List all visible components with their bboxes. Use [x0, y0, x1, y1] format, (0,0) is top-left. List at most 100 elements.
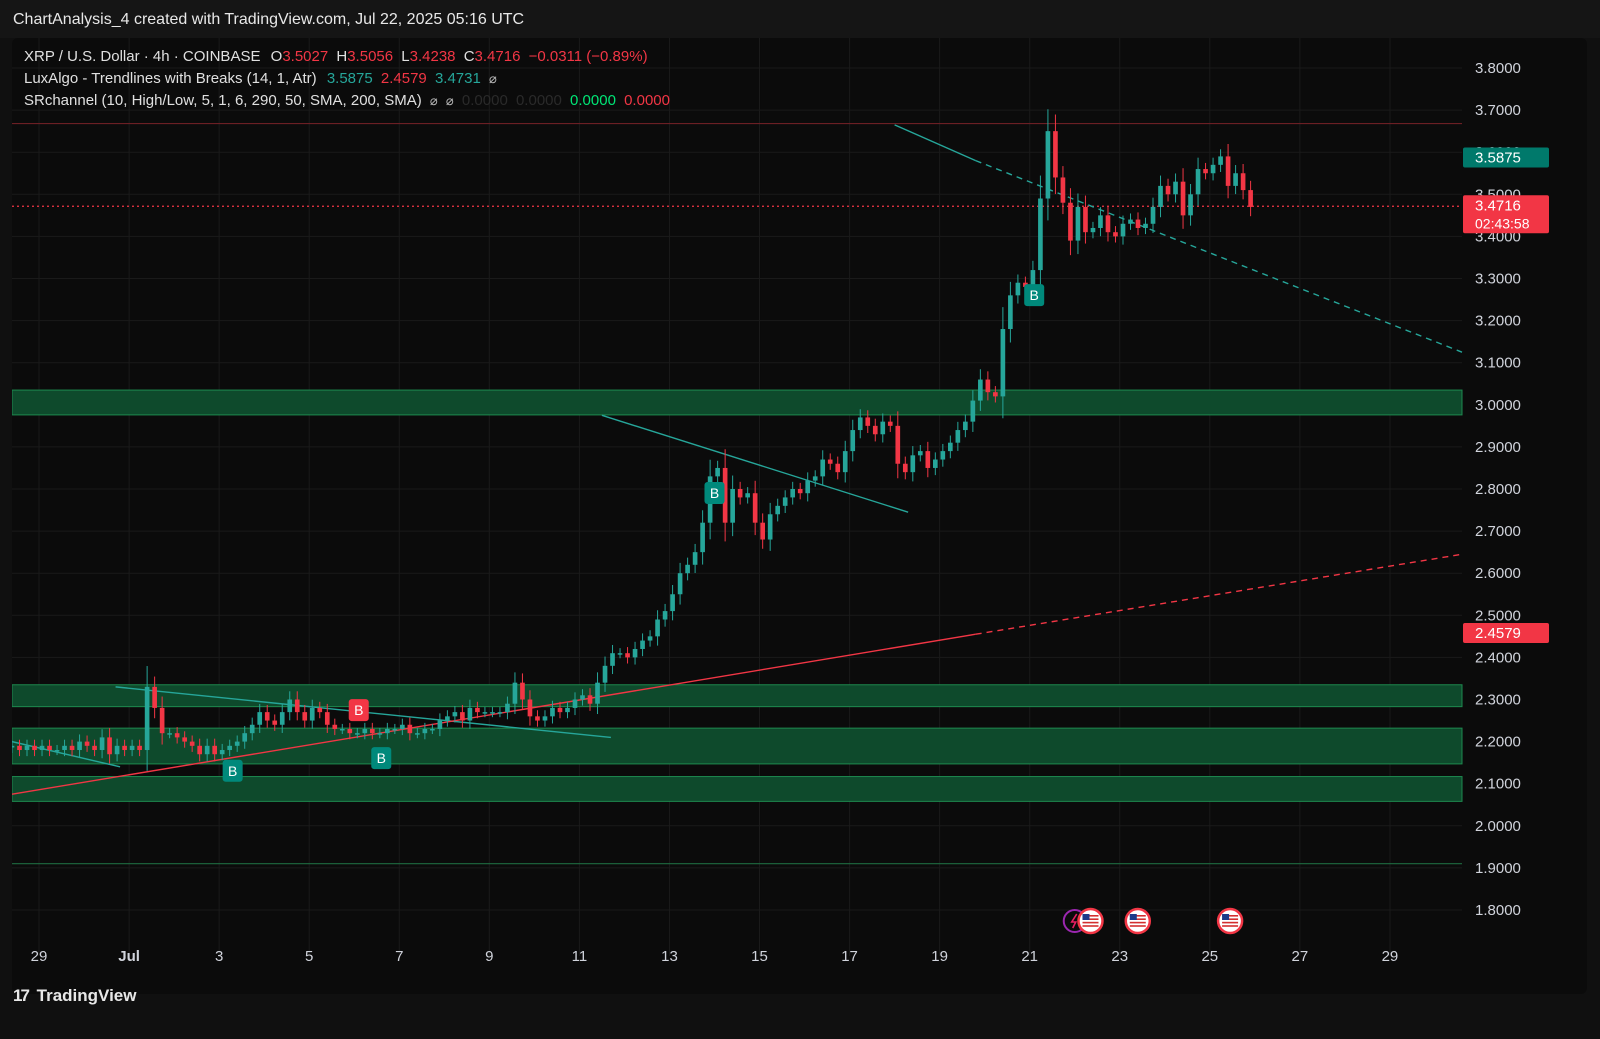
close-value: 3.4716: [474, 48, 521, 65]
symbol-legend-row[interactable]: XRP / U.S. Dollar · 4h · COINBASE O3.502…: [24, 46, 670, 68]
y-tick-label: 3.3000: [1475, 271, 1521, 288]
candle-body: [865, 417, 871, 426]
candle-body: [69, 745, 75, 751]
axis-countdown-text: 02:43:58: [1475, 215, 1530, 231]
candle-body: [362, 728, 368, 734]
candle-body: [392, 728, 398, 731]
us-flag-icon: [1082, 918, 1099, 920]
srchannel-legend-row[interactable]: SRchannel (10, High/Low, 5, 1, 6, 290, 5…: [24, 90, 670, 112]
us-flag-icon: [1222, 918, 1239, 920]
candle-body: [970, 400, 976, 422]
candle-body: [602, 665, 608, 683]
luxalgo-legend-row[interactable]: LuxAlgo - Trendlines with Breaks (14, 1,…: [24, 68, 670, 90]
break-signal-badge: [1024, 284, 1045, 307]
candle-body: [1000, 329, 1006, 397]
candle-body: [505, 703, 510, 713]
candle-body: [1158, 185, 1163, 207]
top-caption-bar: ChartAnalysis_4 created with TradingView…: [0, 0, 1600, 38]
price-chart[interactable]: 3.80003.70003.60003.50003.40003.30003.20…: [12, 38, 1587, 994]
y-tick-label: 2.2000: [1475, 734, 1521, 751]
y-tick-label: 2.0000: [1475, 818, 1521, 835]
candle-body: [99, 737, 105, 751]
candle-body: [212, 745, 218, 755]
candle-body: [1128, 219, 1133, 224]
candle-body: [287, 699, 293, 713]
candle-body: [242, 733, 248, 742]
srchannel-value-2: 0.0000: [515, 92, 562, 109]
y-tick-label: 1.8000: [1475, 902, 1521, 919]
srchannel-value-4: 0.0000: [624, 92, 670, 109]
candle-body: [189, 741, 195, 746]
candle-body: [1015, 282, 1021, 296]
candle-body: [437, 720, 443, 729]
candle-body: [1218, 156, 1223, 165]
y-tick-label: 2.5000: [1475, 607, 1521, 624]
break-signal-label: B: [228, 763, 237, 779]
break-signal-badge: [371, 747, 392, 770]
srchannel-value-3: 0.0000: [570, 92, 616, 109]
candle-body: [159, 707, 165, 734]
trendline: [601, 414, 909, 513]
us-flag-icon: [1129, 925, 1146, 927]
candle-body: [925, 451, 931, 468]
luxalgo-value-1: 3.5875: [326, 70, 373, 87]
y-tick-label: 2.4000: [1475, 649, 1521, 666]
candle-body: [1225, 156, 1231, 186]
candle-body: [940, 451, 946, 460]
candle-body: [985, 379, 991, 393]
candle-body: [182, 737, 187, 742]
open-label: O: [270, 48, 283, 65]
candle-body: [527, 699, 533, 717]
candle-body: [692, 552, 698, 565]
trendline: [12, 633, 976, 795]
candle-body: [993, 392, 998, 397]
x-tick-label: 17: [841, 948, 858, 965]
candle-body: [1188, 194, 1193, 216]
candle-body: [1173, 181, 1178, 195]
candle-body: [1150, 206, 1156, 224]
candle-body: [767, 514, 773, 540]
high-value: 3.5056: [347, 48, 394, 65]
candle-body: [467, 707, 473, 721]
candle-body: [587, 695, 593, 704]
luxalgo-indicator-name: LuxAlgo - Trendlines with Breaks (14, 1,…: [24, 70, 317, 87]
candle-body: [790, 489, 796, 498]
candle-body: [932, 459, 938, 468]
candle-body: [137, 745, 142, 751]
candle-body: [1045, 131, 1051, 199]
candle-body: [775, 505, 781, 515]
sr-zone: [12, 776, 1463, 802]
candle-body: [497, 712, 503, 714]
chart-panel[interactable]: 3.80003.70003.60003.50003.40003.30003.20…: [12, 38, 1587, 994]
sr-zone: [12, 727, 1463, 765]
candle-body: [617, 653, 623, 655]
candle-body: [279, 712, 285, 725]
candle-body: [722, 467, 728, 523]
null-set-icon: ⌀: [429, 93, 438, 108]
candle-body: [39, 745, 45, 751]
tradingview-branding[interactable]: 17 TradingView: [13, 986, 136, 1006]
candle-body: [1053, 131, 1058, 178]
candle-body: [820, 459, 826, 477]
candle-body: [460, 712, 465, 721]
candle-body: [219, 750, 225, 755]
close-label: C: [463, 48, 475, 65]
break-signal-badge: [222, 759, 243, 782]
us-flag-icon: [1129, 914, 1137, 920]
us-flag-icon: [1129, 918, 1146, 920]
break-signal-badge: [348, 699, 369, 722]
candle-body: [745, 493, 750, 498]
candle-body: [377, 733, 383, 735]
candle-body: [167, 733, 172, 735]
y-tick-label: 2.8000: [1475, 481, 1521, 498]
candle-body: [174, 733, 180, 738]
candle-body: [197, 745, 202, 755]
low-value: 3.4238: [409, 48, 456, 65]
candle-body: [1143, 223, 1148, 228]
candle-body: [415, 733, 420, 735]
us-flag-icon: [1222, 915, 1239, 917]
candle-body: [1233, 173, 1238, 186]
candle-body: [1120, 223, 1126, 237]
candle-body: [430, 728, 435, 731]
candle-body: [670, 594, 675, 612]
